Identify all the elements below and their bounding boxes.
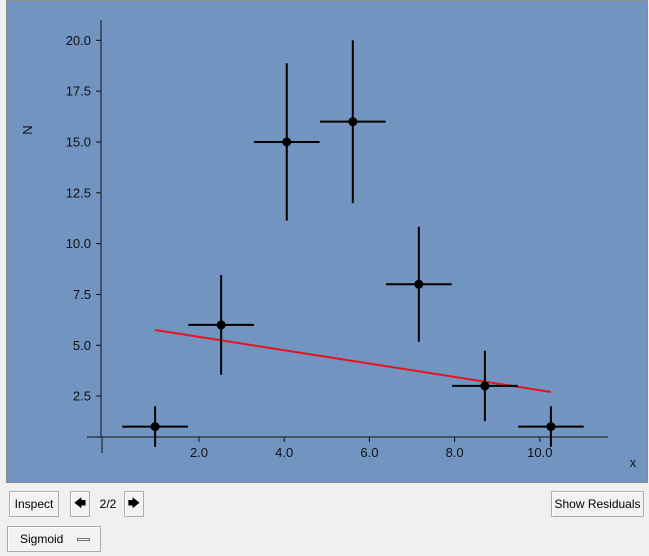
data-points xyxy=(122,40,584,447)
y-tick-label: 12.5 xyxy=(66,185,91,200)
fit-line xyxy=(154,329,552,394)
model-bar: Sigmoid xyxy=(0,522,649,556)
scatter-plot: 2.5 5.0 7.5 10.0 12.5 15.0 17.5 20.0 2.0 4.0 6.0 8.… xyxy=(20,20,637,470)
point-marker xyxy=(216,320,226,330)
data-point xyxy=(253,63,320,221)
next-page-button[interactable]: 🡆 xyxy=(124,491,144,517)
fit-line-group xyxy=(154,329,552,394)
plot-canvas[interactable]: 2.5 5.0 7.5 10.0 12.5 15.0 17.5 20.0 2.0 4.0 6.0 8.… xyxy=(6,0,648,483)
prev-page-button[interactable]: 🡄 xyxy=(70,491,90,517)
x-tick-label: 4.0 xyxy=(275,445,293,460)
point-marker xyxy=(546,422,556,432)
x-axis-label: x xyxy=(630,455,637,470)
data-point xyxy=(122,406,188,447)
data-point xyxy=(386,226,452,342)
point-marker xyxy=(480,381,490,391)
y-tick-label: 17.5 xyxy=(66,84,91,99)
x-tick-label: 2.0 xyxy=(190,445,208,460)
data-point xyxy=(518,406,584,447)
inspect-button[interactable]: Inspect xyxy=(9,491,59,517)
point-marker xyxy=(282,137,292,147)
show-residuals-button[interactable]: Show Residuals xyxy=(551,491,644,517)
dropdown-indicator-icon xyxy=(77,538,90,541)
data-point xyxy=(319,40,386,203)
y-tick-label: 5.0 xyxy=(73,338,91,353)
page-indicator: 2/2 xyxy=(99,497,117,511)
point-marker xyxy=(414,279,424,289)
plot-toolbar: Inspect 🡄 2/2 🡆 Show Residuals xyxy=(0,484,649,523)
model-dropdown-value: Sigmoid xyxy=(20,532,64,546)
model-dropdown[interactable]: Sigmoid xyxy=(7,526,101,552)
y-tick-label: 7.5 xyxy=(73,287,91,302)
point-marker xyxy=(150,422,160,432)
y-tick-label: 10.0 xyxy=(66,236,91,251)
x-tick-label: 8.0 xyxy=(446,445,464,460)
x-tick-label: 6.0 xyxy=(360,445,378,460)
point-marker xyxy=(348,117,358,127)
y-axis-label: N xyxy=(20,125,35,134)
y-tick-label: 20.0 xyxy=(66,33,91,48)
left-arrow-icon: 🡄 xyxy=(73,495,87,510)
right-arrow-icon: 🡆 xyxy=(127,495,141,510)
x-tick-label: 10.0 xyxy=(527,445,552,460)
axes: 2.5 5.0 7.5 10.0 12.5 15.0 17.5 20.0 2.0 4.0 6.0 8.… xyxy=(66,20,608,460)
data-point xyxy=(452,350,518,422)
data-point xyxy=(188,275,254,375)
y-tick-label: 15.0 xyxy=(66,134,91,149)
axis-labels: xN xyxy=(20,125,637,470)
y-tick-label: 2.5 xyxy=(73,389,91,404)
